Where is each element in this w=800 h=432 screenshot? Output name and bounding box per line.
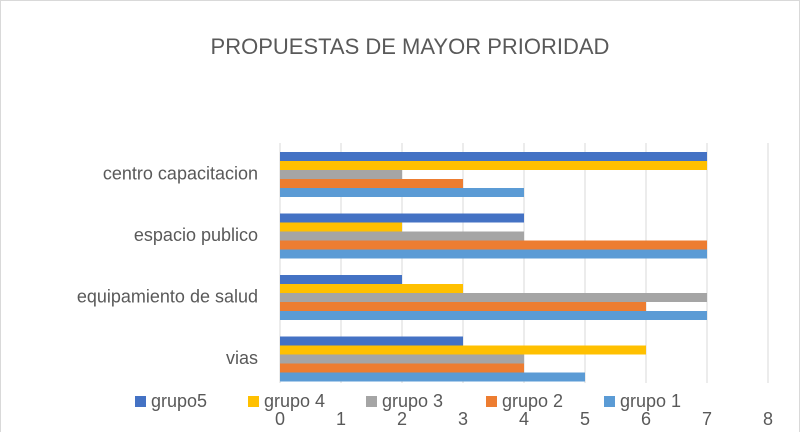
legend-label: grupo 3 <box>382 391 443 411</box>
legend-label: grupo 4 <box>264 391 325 411</box>
y-tick-label: equipamiento de salud <box>77 286 258 306</box>
bar <box>280 179 463 188</box>
bar <box>280 372 585 382</box>
x-tick-label: 8 <box>763 409 773 429</box>
x-tick-label: 1 <box>336 409 346 429</box>
bar <box>280 240 707 250</box>
bar <box>280 249 707 259</box>
x-tick-label: 5 <box>580 409 590 429</box>
chart-title: PROPUESTAS DE MAYOR PRIORIDAD <box>211 34 610 59</box>
bar <box>280 302 646 311</box>
bar <box>280 222 402 232</box>
x-tick-label: 3 <box>458 409 468 429</box>
bar <box>280 161 707 170</box>
legend-swatch <box>486 396 497 407</box>
bar <box>280 188 524 197</box>
legend-swatch <box>135 396 146 407</box>
bar <box>280 152 707 161</box>
y-tick-label: vias <box>226 348 258 368</box>
bar <box>280 275 402 284</box>
bar <box>280 363 524 373</box>
bar <box>280 311 707 320</box>
bar <box>280 293 707 302</box>
x-tick-label: 7 <box>702 409 712 429</box>
y-tick-label: centro capacitacion <box>103 163 258 183</box>
x-tick-label: 2 <box>397 409 407 429</box>
bar <box>280 354 524 364</box>
bar <box>280 213 524 223</box>
x-tick-label: 6 <box>641 409 651 429</box>
bar <box>280 336 463 346</box>
bar <box>280 345 646 355</box>
bar <box>280 231 524 241</box>
legend-swatch <box>248 396 259 407</box>
x-tick-label: 0 <box>275 409 285 429</box>
bar <box>280 170 402 179</box>
legend-label: grupo 2 <box>502 391 563 411</box>
legend-swatch <box>604 396 615 407</box>
legend-label: grupo5 <box>151 391 207 411</box>
x-tick-label: 4 <box>519 409 529 429</box>
legend-label: grupo 1 <box>620 391 681 411</box>
legend-swatch <box>366 396 377 407</box>
bar <box>280 284 463 293</box>
y-tick-label: espacio publico <box>134 225 258 245</box>
